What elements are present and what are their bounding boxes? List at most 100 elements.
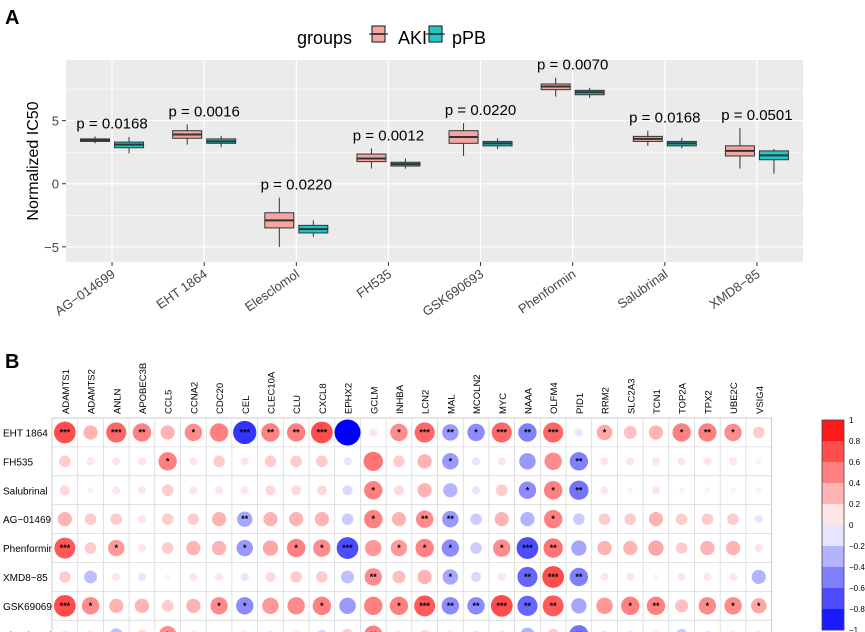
- cell-phenformin-vsig4: [754, 543, 763, 553]
- cell-eht-1864-adamts1: ***: [53, 421, 76, 444]
- significance-stars: *: [603, 427, 607, 437]
- cell-gsk690693-apobec3b: [134, 598, 150, 613]
- correlation-dot: [420, 629, 429, 632]
- significance-stars: **: [370, 630, 378, 632]
- cell-fh535-ube2c: [728, 457, 738, 466]
- pvalue-label: p = 0.0501: [721, 107, 792, 124]
- legend-key-aki: [369, 25, 388, 43]
- correlation-dot: [364, 481, 383, 500]
- correlation-dot: [317, 629, 327, 632]
- cell-phenformin-cel: *: [236, 539, 253, 557]
- correlation-dot: [752, 426, 765, 439]
- significance-stars: *: [89, 601, 93, 611]
- correlation-dot: [161, 513, 174, 525]
- correlation-dot: [236, 539, 253, 557]
- correlation-dot: [495, 484, 508, 497]
- cell-gsk690693-tpx2: *: [698, 597, 717, 615]
- cell-eht-1864-clec10a: **: [261, 423, 280, 442]
- column-label-ccl5: CCL5: [164, 390, 175, 414]
- correlation-dot: [651, 457, 661, 466]
- correlation-dot: [519, 453, 536, 470]
- significance-stars: **: [138, 427, 146, 437]
- cell-eht-1864-ephx2: [334, 419, 361, 446]
- cell-salubrinal-olfm4: *: [543, 481, 563, 500]
- cell-xmd8-85-naaa: **: [517, 566, 538, 588]
- column-label-slc2a3: SLC2A3: [626, 379, 637, 414]
- cell-salubrinal-cxcl8: [316, 485, 327, 496]
- correlation-dot: [417, 569, 432, 585]
- cell-ag-014699-tpx2: [701, 513, 714, 525]
- cell-eht-1864-cdc20: [209, 423, 229, 442]
- correlation-dot: [392, 570, 406, 584]
- significance-stars: ***: [60, 601, 71, 611]
- box-ppb-ag-014699: [114, 137, 145, 154]
- correlation-dot: [497, 457, 506, 466]
- pvalue-label: p = 0.0168: [76, 115, 147, 132]
- cell-xmd8-85-clu: [290, 571, 302, 583]
- cell-gsk690693-slc2a3: *: [621, 596, 640, 616]
- significance-stars: ***: [239, 427, 250, 437]
- colorbar-tick-label: −1: [849, 626, 859, 632]
- correlation-dot: [517, 566, 538, 588]
- correlation-dot: [106, 422, 127, 443]
- cell-salubrinal-ube2c: [730, 487, 736, 494]
- cell-eht-1864-tcn1: [648, 425, 664, 440]
- column-label-apobec3b: APOBEC3B: [138, 363, 149, 414]
- correlation-dot: [600, 572, 609, 582]
- cell-fh535-vsig4: [755, 458, 762, 465]
- significance-stars: *: [114, 543, 118, 553]
- cell-ag-014699-cdc20: [211, 512, 227, 527]
- cell-xmd8-85-clec10a: [265, 571, 276, 582]
- x-tick-label: AG−014699: [52, 266, 118, 318]
- y-tick-label: −5: [44, 240, 59, 255]
- cell-fh535-rrm2: [600, 457, 609, 466]
- cell-phenformin-clec10a: [262, 540, 279, 556]
- correlation-dot: [471, 571, 482, 582]
- cell-fh535-apobec3b: [137, 457, 147, 466]
- cell-salubrinal-vsig4: [755, 487, 762, 494]
- cell-phenformin-gclm: [365, 539, 382, 557]
- box-ppb-eht-1864: [206, 135, 237, 148]
- correlation-dot: [369, 428, 378, 437]
- correlation-dot: [517, 595, 538, 616]
- cell-phenformin-cdc20: [211, 540, 227, 556]
- box-aki-ag-014699: [80, 136, 111, 144]
- significance-stars: ***: [317, 427, 328, 437]
- cell-fh535-ephx2: [343, 457, 352, 466]
- colorbar-segment: [822, 525, 844, 547]
- correlation-dot: [698, 423, 717, 442]
- correlation-dot: [312, 596, 332, 616]
- cell-salubrinal-adamts2: [87, 487, 94, 494]
- cell-salubrinal-slc2a3: [627, 487, 634, 494]
- cell-ag-014699-pid1: [573, 513, 585, 525]
- correlation-dot: [364, 596, 383, 616]
- significance-stars: *: [397, 543, 401, 553]
- cell-phenformin-mcoln2: [470, 542, 482, 554]
- correlation-dot: [415, 538, 434, 558]
- box-ppb-fh535: [390, 158, 421, 169]
- cell-fh535-cdc20: [213, 455, 225, 468]
- cell-eht-1864-cel: ***: [233, 420, 257, 445]
- correlation-dot: [728, 572, 738, 582]
- significance-stars: *: [166, 630, 170, 632]
- correlation-dot: [651, 486, 661, 495]
- column-label-naaa: NAAA: [523, 387, 534, 414]
- cell-fh535-mal: *: [442, 453, 459, 470]
- correlation-dot: [569, 480, 589, 500]
- correlation-dot: [542, 566, 565, 588]
- box-aki-eht-1864: [172, 124, 203, 145]
- correlation-dot: [262, 540, 279, 556]
- x-tick-label: GSK690693: [420, 266, 487, 319]
- pvalue-label: p = 0.0012: [353, 127, 424, 144]
- cell-eht-1864-pid1: [574, 428, 583, 437]
- x-tick-label: Elesclomol: [242, 266, 302, 314]
- correlation-dot: [109, 598, 124, 613]
- cell-gsk690693-adamts2: *: [81, 597, 100, 615]
- correlation-dot: [417, 483, 432, 498]
- cell-xmd8-85-top2a: [677, 572, 686, 582]
- box-aki-xmd8-85: [724, 128, 755, 169]
- correlation-dot: [442, 453, 459, 470]
- box-ppb-phenformin: [574, 87, 605, 98]
- panel-label-b: B: [5, 351, 19, 373]
- colorbar-segment: [822, 609, 844, 631]
